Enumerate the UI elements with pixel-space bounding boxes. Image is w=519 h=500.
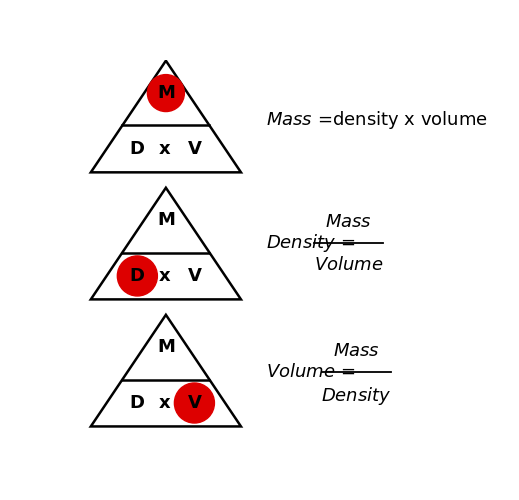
Text: M: M	[157, 338, 175, 356]
Text: x: x	[159, 394, 170, 412]
Text: M: M	[157, 84, 175, 102]
Text: $\mathit{Volume}$ =: $\mathit{Volume}$ =	[266, 363, 355, 381]
Text: $\mathit{Mass}$ =density x volume: $\mathit{Mass}$ =density x volume	[266, 108, 488, 130]
Text: x: x	[159, 140, 170, 158]
Text: V: V	[187, 140, 201, 158]
Text: $\mathit{Mass}$: $\mathit{Mass}$	[325, 212, 372, 230]
Text: $\mathit{Mass}$: $\mathit{Mass}$	[333, 342, 380, 359]
Text: $\mathit{Density}$ =: $\mathit{Density}$ =	[266, 232, 356, 254]
Text: V: V	[187, 394, 201, 412]
Text: D: D	[130, 140, 145, 158]
Text: D: D	[130, 267, 145, 285]
Text: D: D	[130, 394, 145, 412]
Circle shape	[117, 256, 157, 296]
Circle shape	[147, 74, 184, 112]
Circle shape	[174, 383, 214, 423]
Text: M: M	[157, 211, 175, 229]
Text: $\mathit{Volume}$: $\mathit{Volume}$	[314, 256, 384, 274]
Text: V: V	[187, 267, 201, 285]
Text: x: x	[159, 267, 170, 285]
Text: $\mathit{Density}$: $\mathit{Density}$	[321, 386, 392, 407]
